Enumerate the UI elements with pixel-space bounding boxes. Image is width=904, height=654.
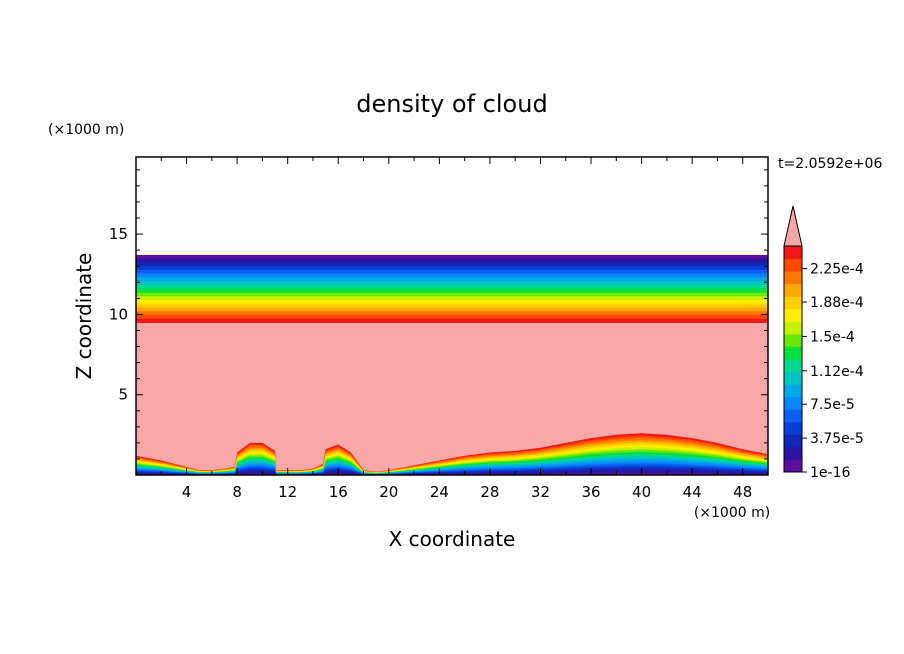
x-tick-label: 44 (683, 483, 702, 501)
y-unit-label: (×1000 m) (48, 122, 124, 138)
upper-layer-band (136, 307, 768, 312)
upper-layer-band (136, 284, 768, 290)
colorbar-swatch (784, 258, 802, 272)
x-tick-label: 48 (733, 483, 752, 501)
x-axis: 4 8 12 16 20 24 28 32 36 40 44 48 (160, 157, 752, 501)
colorbar-swatch (784, 396, 802, 410)
upper-layer-band (136, 281, 768, 286)
y-tick-label: 10 (109, 305, 128, 323)
colorbar-swatch (784, 434, 802, 448)
x-tick-label: 12 (278, 483, 297, 501)
x-tick-label: 40 (632, 483, 651, 501)
colorbar-swatch (784, 283, 802, 297)
plot-area (136, 254, 768, 475)
colorbar-tick-label: 3.75e-5 (810, 431, 864, 447)
upper-layer-band (136, 266, 768, 271)
x-tick-label: 28 (480, 483, 499, 501)
colorbar-swatch (784, 346, 802, 360)
colorbar-tick-label: 1.88e-4 (810, 295, 864, 311)
y-tick-label: 5 (118, 386, 128, 404)
upper-layer-band (136, 296, 768, 301)
x-tick-label: 4 (182, 483, 192, 501)
colorbar-tick-label: 1.12e-4 (810, 364, 864, 380)
colorbar-swatch (784, 271, 802, 285)
colorbar-swatch (784, 371, 802, 385)
upper-layer-band (136, 269, 768, 275)
x-tick-label: 36 (581, 483, 600, 501)
colorbar-tick-label: 2.25e-4 (810, 262, 864, 278)
upper-layer-band (136, 262, 768, 267)
colorbar-tick-label: 7.5e-5 (810, 397, 855, 413)
upper-layer-band (136, 299, 768, 305)
colorbar: 1e-16 3.75e-5 7.5e-5 1.12e-4 1.5e-4 1.88e-4 2.… (783, 205, 864, 481)
x-unit-label: (×1000 m) (694, 505, 770, 521)
upper-layer-band (136, 277, 768, 282)
colorbar-swatch (784, 296, 802, 310)
y-axis: 5 10 15 (109, 169, 768, 460)
colorbar-swatch (784, 359, 802, 373)
y-tick-label: 15 (109, 225, 128, 243)
x-tick-label: 8 (232, 483, 242, 501)
chart-title: density of cloud (356, 90, 547, 118)
colorbar-swatch (784, 409, 802, 423)
upper-layer-band (136, 288, 768, 294)
x-tick-label: 16 (329, 483, 348, 501)
upper-layer-band (136, 311, 768, 316)
colorbar-swatch (784, 421, 802, 435)
upper-layer-band (136, 273, 768, 279)
colorbar-frame (783, 245, 803, 473)
colorbar-swatch (784, 333, 802, 347)
upper-layer-band (136, 303, 768, 309)
colorbar-swatch (784, 459, 802, 473)
colorbar-swatch (784, 321, 802, 335)
upper-layer-band (136, 292, 768, 297)
x-tick-label: 32 (531, 483, 550, 501)
colorbar-swatch (784, 446, 802, 460)
colorbar-tick-label: 1e-16 (810, 465, 850, 481)
y-axis-label: Z coordinate (72, 253, 96, 380)
plot-frame (135, 156, 769, 476)
upper-layer-band (136, 258, 768, 264)
time-label: t=2.0592e+06 (778, 156, 882, 172)
x-tick-label: 24 (430, 483, 449, 501)
upper-layer-band (136, 318, 768, 324)
colorbar-extend-arrow (783, 205, 803, 247)
colorbar-swatch (784, 308, 802, 322)
upper-layer-band (136, 254, 768, 260)
colorbar-swatch (784, 246, 802, 260)
x-tick-label: 20 (379, 483, 398, 501)
upper-layer-band (136, 314, 768, 320)
colorbar-swatch (784, 384, 802, 398)
x-axis-label: X coordinate (389, 527, 516, 551)
colorbar-tick-label: 1.5e-4 (810, 329, 855, 345)
